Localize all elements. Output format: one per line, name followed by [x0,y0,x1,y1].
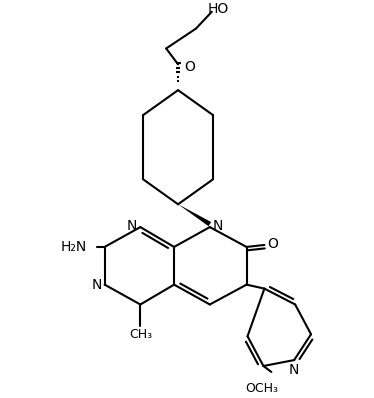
Text: O: O [267,237,278,251]
Text: CH₃: CH₃ [129,328,152,341]
Text: N: N [91,278,102,292]
Polygon shape [178,204,211,226]
Text: OCH₃: OCH₃ [245,382,278,395]
Text: N: N [289,363,299,377]
Text: H₂N: H₂N [61,240,87,254]
Text: N: N [127,219,137,233]
Text: HO: HO [207,2,229,16]
Text: N: N [213,219,223,233]
Text: O: O [184,60,195,74]
